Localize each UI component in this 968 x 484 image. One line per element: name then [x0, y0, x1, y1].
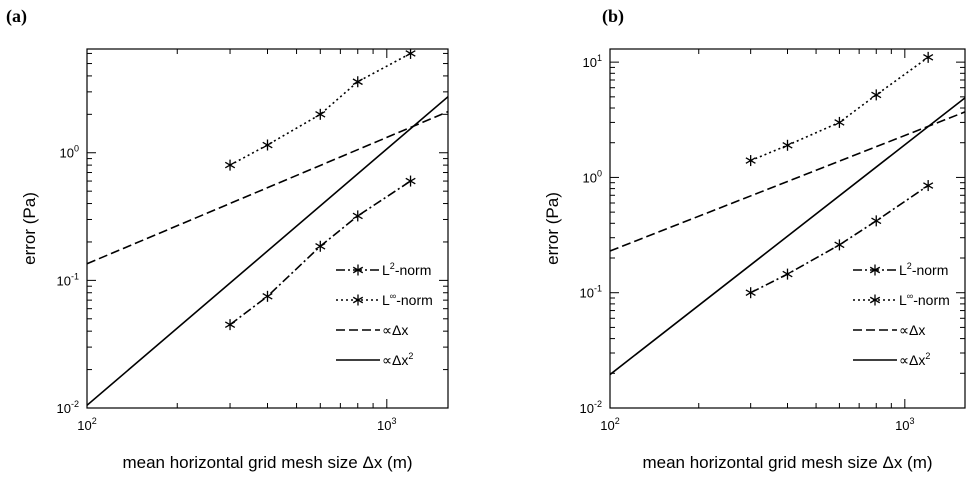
data-point — [782, 268, 793, 280]
x-axis-title: mean horizontal grid mesh size Δx (m) — [642, 453, 932, 472]
data-point — [352, 210, 363, 222]
legend-marker — [869, 294, 881, 306]
series-line-2 — [87, 110, 448, 265]
legend-entry: L∞-norm — [336, 291, 433, 308]
x-tick-label: 103 — [377, 416, 396, 433]
legend-label: L∞-norm — [899, 291, 950, 308]
panel-b: (b) 102 103 10-2 10-1 100 101 mean horizontal g… — [543, 6, 966, 472]
legend-label: ∝Δx2 — [382, 351, 413, 368]
legend-label: L2-norm — [382, 261, 431, 278]
legend-marker — [352, 294, 364, 306]
data-point — [834, 239, 845, 251]
legend-label: ∝Δx — [899, 322, 925, 338]
legend-entry: L2-norm — [336, 261, 431, 278]
data-point — [352, 76, 363, 88]
legend-entry: ∝Δx2 — [853, 351, 930, 368]
y-tick-label: 10-2 — [57, 399, 79, 416]
data-point — [745, 155, 756, 167]
x-tick-label: 102 — [77, 416, 96, 433]
legend-label: L2-norm — [899, 261, 948, 278]
legend-entry: L∞-norm — [853, 291, 950, 308]
data-point — [923, 180, 934, 192]
y-axis-title: error (Pa) — [20, 192, 39, 265]
data-point — [871, 215, 882, 227]
data-point — [923, 51, 934, 63]
x-tick-label: 102 — [600, 416, 619, 433]
data-point — [315, 240, 326, 252]
legend-marker — [869, 264, 881, 276]
x-tick-label: 103 — [895, 416, 914, 433]
series-line-3 — [610, 97, 965, 376]
data-point — [745, 287, 756, 299]
series-line-0 — [750, 184, 929, 294]
panel-label: (a) — [6, 6, 27, 27]
series-line-2 — [610, 111, 965, 252]
data-point — [262, 139, 273, 151]
y-tick-label: 10-1 — [580, 284, 602, 301]
panel-label: (b) — [602, 6, 624, 27]
data-point — [224, 159, 236, 171]
legend-entry: ∝Δx — [336, 322, 408, 338]
y-tick-label: 10-2 — [580, 399, 602, 416]
legend-entry: ∝Δx — [853, 322, 925, 338]
plot-area — [610, 51, 965, 376]
legend-entry: ∝Δx2 — [336, 351, 413, 368]
panel-a: (a) 102 103 10-2 10-1 100 mean horizontal grid… — [6, 6, 449, 472]
legend-label: ∝Δx — [382, 322, 408, 338]
data-point — [405, 175, 416, 187]
plot-area — [87, 49, 448, 406]
legend-label: L∞-norm — [382, 291, 433, 308]
y-axis-title: error (Pa) — [543, 192, 562, 265]
y-tick-label: 100 — [583, 168, 602, 185]
series-line-3 — [87, 96, 448, 406]
data-point — [224, 319, 236, 331]
y-tick-label: 100 — [60, 144, 79, 161]
data-point — [405, 49, 416, 59]
x-axis-title: mean horizontal grid mesh size Δx (m) — [122, 453, 412, 472]
legend-entry: L2-norm — [853, 261, 948, 278]
data-point — [262, 290, 273, 302]
data-point — [782, 139, 793, 151]
data-point — [871, 89, 882, 101]
data-point — [834, 116, 845, 128]
legend-marker — [352, 264, 364, 276]
y-tick-label: 101 — [583, 53, 602, 70]
legend-label: ∝Δx2 — [899, 351, 930, 368]
series-line-1 — [750, 56, 929, 162]
data-point — [315, 108, 326, 120]
y-tick-label: 10-1 — [57, 271, 79, 288]
